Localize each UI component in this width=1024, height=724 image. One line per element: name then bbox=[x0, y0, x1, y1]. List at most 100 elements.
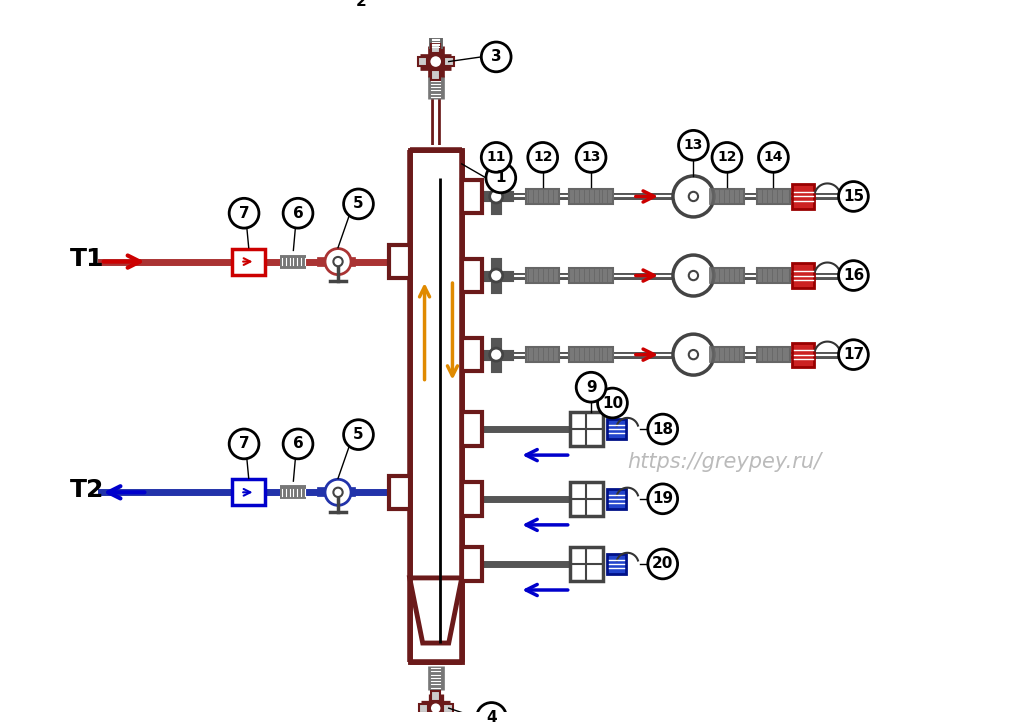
Polygon shape bbox=[792, 342, 814, 367]
Circle shape bbox=[673, 255, 714, 296]
Polygon shape bbox=[569, 482, 603, 515]
Text: 15: 15 bbox=[843, 189, 864, 204]
Text: 19: 19 bbox=[652, 492, 674, 506]
Polygon shape bbox=[792, 185, 814, 209]
Text: 6: 6 bbox=[293, 437, 303, 452]
Polygon shape bbox=[526, 189, 559, 204]
Text: 13: 13 bbox=[684, 138, 703, 152]
Circle shape bbox=[489, 269, 503, 282]
Circle shape bbox=[346, 0, 376, 16]
Circle shape bbox=[481, 42, 511, 72]
Text: 4: 4 bbox=[486, 710, 497, 724]
Polygon shape bbox=[431, 691, 440, 701]
Polygon shape bbox=[757, 189, 791, 204]
Text: 17: 17 bbox=[843, 347, 864, 362]
Polygon shape bbox=[757, 348, 791, 362]
Polygon shape bbox=[462, 482, 482, 515]
Circle shape bbox=[481, 143, 511, 172]
Text: 7: 7 bbox=[239, 437, 250, 452]
Circle shape bbox=[229, 198, 259, 228]
Polygon shape bbox=[444, 57, 454, 66]
Circle shape bbox=[429, 55, 442, 68]
Text: 18: 18 bbox=[652, 421, 674, 437]
Polygon shape bbox=[431, 716, 440, 724]
Circle shape bbox=[229, 429, 259, 459]
Circle shape bbox=[527, 143, 558, 172]
Text: 1: 1 bbox=[496, 170, 506, 185]
Polygon shape bbox=[389, 245, 410, 278]
Circle shape bbox=[648, 484, 678, 514]
Polygon shape bbox=[426, 4, 445, 13]
Polygon shape bbox=[569, 412, 603, 446]
Text: 14: 14 bbox=[764, 151, 783, 164]
Circle shape bbox=[334, 257, 343, 266]
Text: 12: 12 bbox=[717, 151, 736, 164]
Circle shape bbox=[648, 549, 678, 579]
Polygon shape bbox=[419, 704, 428, 713]
Text: 13: 13 bbox=[582, 151, 601, 164]
Polygon shape bbox=[232, 248, 265, 274]
Text: 9: 9 bbox=[586, 379, 596, 395]
Circle shape bbox=[430, 702, 441, 715]
Polygon shape bbox=[431, 43, 440, 53]
Circle shape bbox=[344, 420, 374, 450]
Polygon shape bbox=[607, 489, 626, 509]
Text: 2: 2 bbox=[356, 0, 367, 9]
Text: T2: T2 bbox=[70, 478, 104, 502]
Circle shape bbox=[689, 271, 698, 280]
Polygon shape bbox=[462, 180, 482, 213]
Polygon shape bbox=[526, 348, 559, 362]
Circle shape bbox=[839, 182, 868, 211]
Text: 16: 16 bbox=[843, 268, 864, 283]
Circle shape bbox=[673, 334, 714, 375]
Text: T1: T1 bbox=[70, 247, 104, 271]
Text: 3: 3 bbox=[490, 49, 502, 64]
Polygon shape bbox=[568, 189, 613, 204]
Polygon shape bbox=[462, 338, 482, 371]
Polygon shape bbox=[607, 418, 626, 439]
Circle shape bbox=[486, 163, 516, 193]
Circle shape bbox=[577, 143, 606, 172]
Circle shape bbox=[344, 189, 374, 219]
Text: 7: 7 bbox=[239, 206, 250, 221]
Polygon shape bbox=[410, 578, 462, 643]
Circle shape bbox=[679, 130, 709, 160]
Circle shape bbox=[689, 350, 698, 359]
Text: 5: 5 bbox=[353, 427, 364, 442]
Polygon shape bbox=[711, 189, 743, 204]
Polygon shape bbox=[711, 268, 743, 283]
Text: 10: 10 bbox=[602, 395, 623, 411]
Text: 11: 11 bbox=[486, 151, 506, 164]
Polygon shape bbox=[418, 57, 427, 66]
Text: https://greypey.ru/: https://greypey.ru/ bbox=[627, 452, 821, 471]
Text: 20: 20 bbox=[652, 557, 674, 571]
Circle shape bbox=[839, 261, 868, 290]
Polygon shape bbox=[462, 412, 482, 446]
Text: 6: 6 bbox=[293, 206, 303, 221]
Circle shape bbox=[489, 348, 503, 361]
Polygon shape bbox=[568, 348, 613, 362]
Polygon shape bbox=[389, 476, 410, 509]
Text: 5: 5 bbox=[353, 196, 364, 211]
Polygon shape bbox=[526, 268, 559, 283]
Circle shape bbox=[283, 429, 313, 459]
Polygon shape bbox=[431, 70, 440, 80]
Polygon shape bbox=[792, 264, 814, 287]
Circle shape bbox=[712, 143, 741, 172]
Circle shape bbox=[476, 702, 507, 724]
Circle shape bbox=[325, 479, 351, 505]
Circle shape bbox=[489, 190, 503, 203]
Polygon shape bbox=[568, 268, 613, 283]
Polygon shape bbox=[711, 348, 743, 362]
Circle shape bbox=[689, 192, 698, 201]
Circle shape bbox=[283, 198, 313, 228]
Circle shape bbox=[334, 488, 343, 497]
Polygon shape bbox=[232, 479, 265, 505]
Polygon shape bbox=[569, 547, 603, 581]
Circle shape bbox=[673, 176, 714, 217]
Circle shape bbox=[577, 372, 606, 402]
Circle shape bbox=[598, 388, 628, 418]
Text: 12: 12 bbox=[532, 151, 553, 164]
Polygon shape bbox=[757, 268, 791, 283]
Polygon shape bbox=[462, 547, 482, 581]
